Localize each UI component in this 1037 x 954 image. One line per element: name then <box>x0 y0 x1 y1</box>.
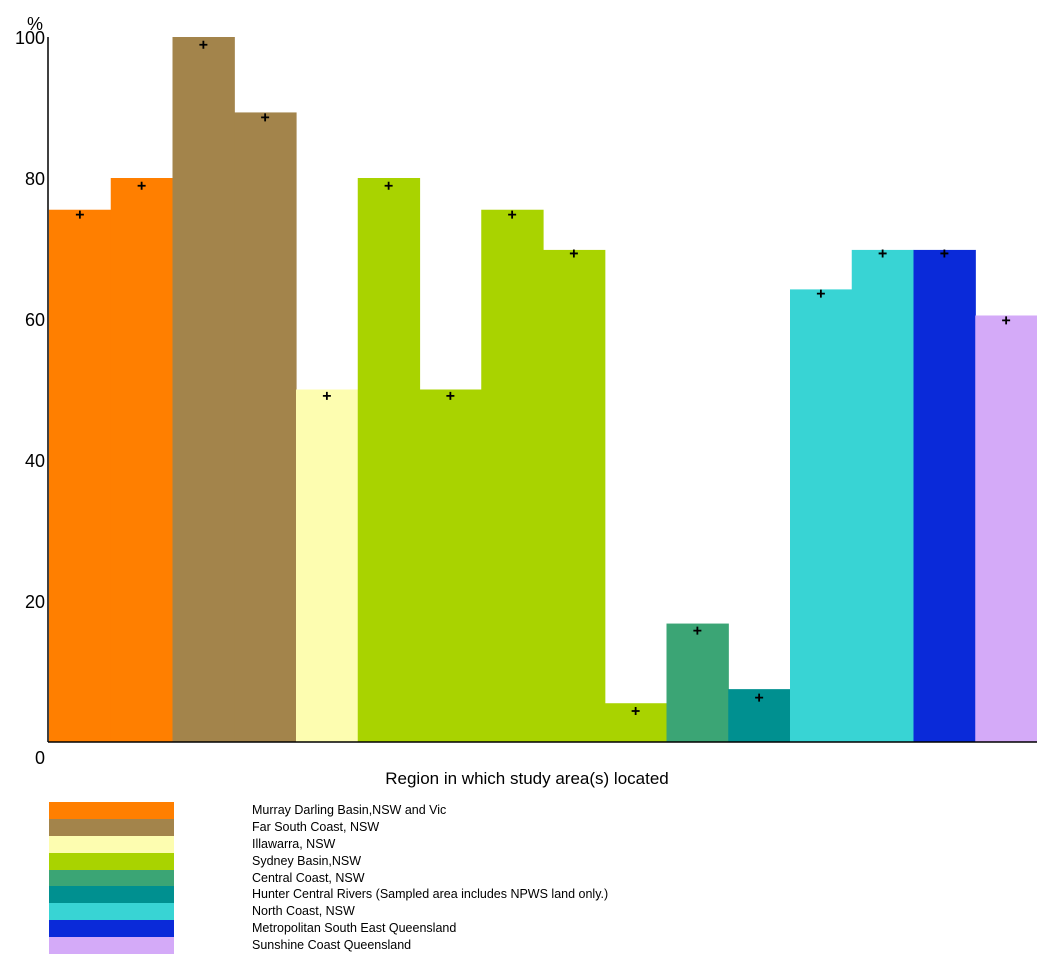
legend-swatch-sunshine <box>49 937 174 954</box>
bar-sydney-7 <box>481 209 544 743</box>
legend-label-north_coast: North Coast, NSW <box>252 904 355 919</box>
y-tick-label-60: 60 <box>25 310 45 330</box>
bar-marker-15 <box>1002 316 1011 325</box>
bar-marker-2 <box>199 40 208 49</box>
chart: % Region in which study area(s) located … <box>15 14 1037 788</box>
legend-label-illawarra: Illawarra, NSW <box>252 836 336 851</box>
x-axis-title: Region in which study area(s) located <box>385 769 668 788</box>
bars-layer <box>49 37 1037 743</box>
legend-label-hunter: Hunter Central Rivers (Sampled area incl… <box>252 887 609 902</box>
bar-far_south-2 <box>172 37 235 742</box>
y-tick-label-20: 20 <box>25 592 45 612</box>
bar-marker-4 <box>322 391 331 400</box>
legend-item-murray: Murray Darling Basin,NSW and Vic <box>49 802 949 819</box>
legend-swatch-central_coast <box>49 869 174 887</box>
y-tick-label-80: 80 <box>25 169 45 189</box>
legend-item-sunshine: Sunshine Coast Queensland <box>49 937 949 954</box>
bar-marker-0 <box>75 210 84 219</box>
bar-marker-13 <box>878 249 887 258</box>
bar-north_coast-13 <box>851 249 915 742</box>
bar-marker-12 <box>816 289 825 298</box>
bar-sydney-6 <box>419 389 482 742</box>
legend-item-hunter: Hunter Central Rivers (Sampled area incl… <box>49 886 949 904</box>
legend-swatch-metro_se_qld <box>49 920 174 938</box>
legend-item-sydney: Sydney Basin,NSW <box>49 852 949 870</box>
bar-sydney-5 <box>357 178 421 742</box>
legend-item-north_coast: North Coast, NSW <box>49 903 949 921</box>
bar-marker-14 <box>940 249 949 258</box>
bar-marker-7 <box>508 210 517 219</box>
bar-marker-9 <box>631 706 640 715</box>
legend-label-central_coast: Central Coast, NSW <box>252 870 365 885</box>
bar-murray-0 <box>49 209 112 743</box>
bar-illawarra-4 <box>296 389 359 742</box>
legend-swatch-murray <box>49 802 174 819</box>
legend-item-far_south: Far South Coast, NSW <box>49 818 949 836</box>
axes-layer: % Region in which study area(s) located <box>27 14 1037 788</box>
markers-layer <box>75 40 1011 715</box>
legend-swatch-north_coast <box>49 903 174 921</box>
legend-swatch-illawarra <box>49 835 174 853</box>
legend-label-murray: Murray Darling Basin,NSW and Vic <box>252 803 447 817</box>
bar-north_coast-12 <box>790 289 853 742</box>
y-tick-labels: 0 20 40 60 80 100 <box>15 28 45 768</box>
legend-item-illawarra: Illawarra, NSW <box>49 835 949 853</box>
bar-murray-1 <box>110 178 174 742</box>
bar-marker-6 <box>446 391 455 400</box>
legend-swatch-far_south <box>49 818 174 836</box>
bar-marker-11 <box>755 693 764 702</box>
bar-marker-10 <box>693 626 702 635</box>
bar-marker-3 <box>261 113 270 122</box>
y-tick-label-40: 40 <box>25 451 45 471</box>
bar-far_south-3 <box>234 112 297 743</box>
bar-sunshine-15 <box>975 315 1037 742</box>
legend: Murray Darling Basin,NSW and Vic Far Sout… <box>49 802 949 954</box>
bar-marker-8 <box>569 249 578 258</box>
legend-label-sydney: Sydney Basin,NSW <box>252 853 362 868</box>
legend-item-central_coast: Central Coast, NSW <box>49 869 949 887</box>
y-tick-label-0: 0 <box>35 748 45 768</box>
legend-swatch-sydney <box>49 852 174 870</box>
legend-swatch-hunter <box>49 886 174 904</box>
y-axis-unit-label: % <box>27 14 43 34</box>
legend-item-metro_se_qld: Metropolitan South East Queensland <box>49 920 949 938</box>
bar-metro_se_qld-14 <box>913 249 976 742</box>
legend-label-sunshine: Sunshine Coast Queensland <box>252 938 412 953</box>
bar-central_coast-10 <box>666 623 729 742</box>
bar-sydney-8 <box>543 249 606 742</box>
bar-marker-1 <box>137 181 146 190</box>
y-tick-label-100: 100 <box>15 28 45 48</box>
legend-label-far_south: Far South Coast, NSW <box>252 819 380 834</box>
bar-marker-5 <box>384 181 393 190</box>
legend-label-metro_se_qld: Metropolitan South East Queensland <box>252 921 457 936</box>
